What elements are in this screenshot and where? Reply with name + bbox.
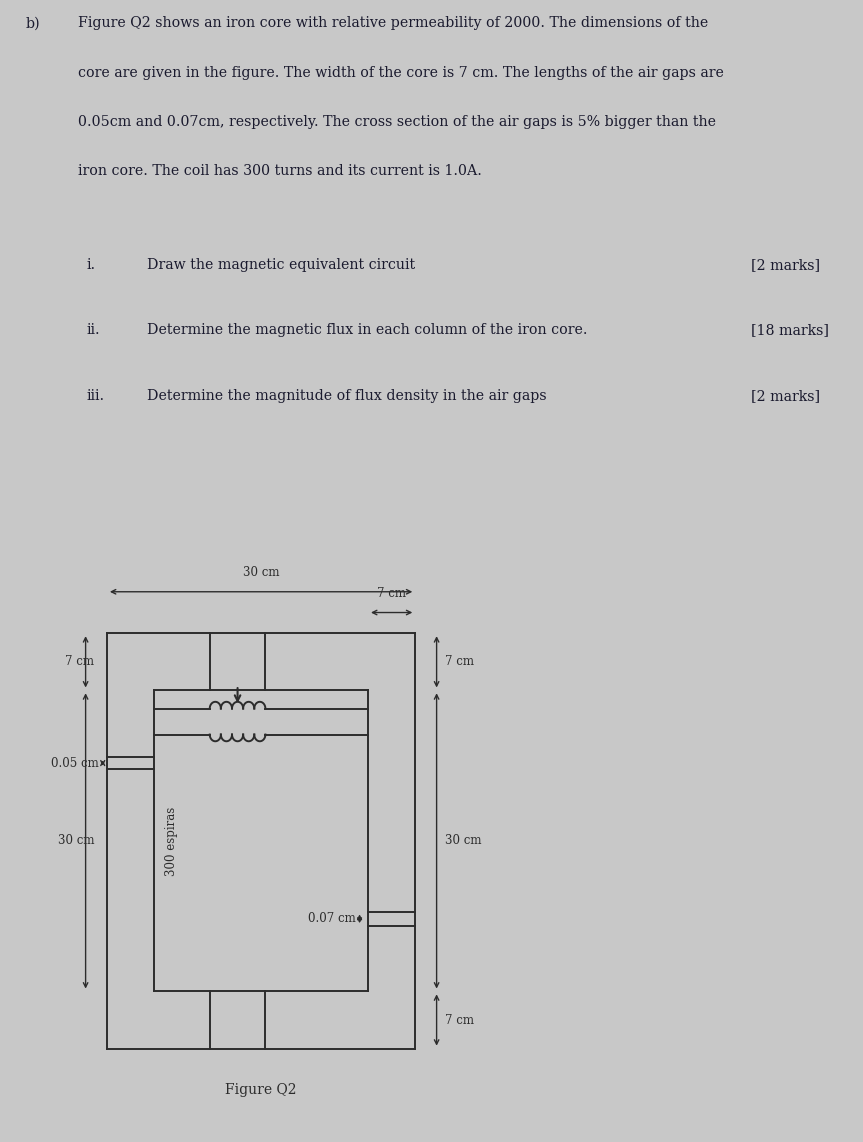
- Text: 0.05 cm: 0.05 cm: [51, 756, 98, 770]
- Text: Draw the magnetic equivalent circuit: Draw the magnetic equivalent circuit: [147, 258, 415, 272]
- Text: ii.: ii.: [86, 323, 100, 337]
- Text: Figure Q2 shows an iron core with relative permeability of 2000. The dimensions : Figure Q2 shows an iron core with relati…: [78, 16, 708, 31]
- Text: Determine the magnetic flux in each column of the iron core.: Determine the magnetic flux in each colu…: [147, 323, 587, 337]
- Text: 7 cm: 7 cm: [445, 656, 474, 668]
- Text: iron core. The coil has 300 turns and its current is 1.0A.: iron core. The coil has 300 turns and it…: [78, 164, 482, 178]
- Text: 7 cm: 7 cm: [66, 656, 94, 668]
- Text: [18 marks]: [18 marks]: [751, 323, 828, 337]
- Text: 30 cm: 30 cm: [445, 835, 482, 847]
- Text: 7 cm: 7 cm: [377, 587, 406, 600]
- Text: b): b): [26, 16, 41, 31]
- Text: i.: i.: [86, 258, 96, 272]
- Text: 30 cm: 30 cm: [243, 565, 280, 579]
- Text: [2 marks]: [2 marks]: [751, 258, 820, 272]
- Text: 300 espiras: 300 espiras: [165, 806, 178, 876]
- Text: core are given in the figure. The width of the core is 7 cm. The lengths of the : core are given in the figure. The width …: [78, 66, 723, 80]
- Text: 30 cm: 30 cm: [58, 835, 94, 847]
- Text: Determine the magnitude of flux density in the air gaps: Determine the magnitude of flux density …: [147, 389, 546, 403]
- Text: Figure Q2: Figure Q2: [225, 1083, 297, 1097]
- Text: 7 cm: 7 cm: [445, 1013, 474, 1027]
- Text: iii.: iii.: [86, 389, 104, 403]
- Text: 0.05cm and 0.07cm, respectively. The cross section of the air gaps is 5% bigger : 0.05cm and 0.07cm, respectively. The cro…: [78, 115, 715, 129]
- Text: 0.07 cm: 0.07 cm: [307, 912, 356, 925]
- Text: [2 marks]: [2 marks]: [751, 389, 820, 403]
